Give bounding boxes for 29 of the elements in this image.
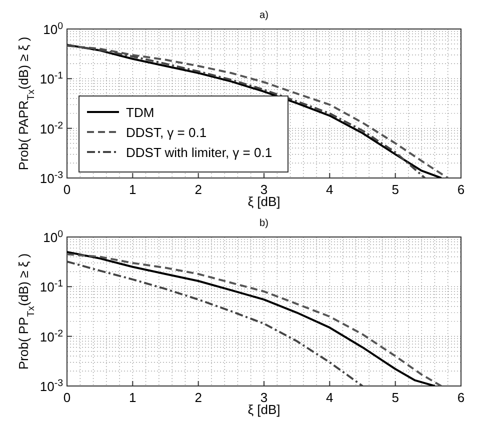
legend-label: DDST with limiter, γ = 0.1 xyxy=(126,145,272,160)
y-tick-label: 10$^{-1}$ xyxy=(40,70,63,87)
x-tick-label: 2 xyxy=(194,390,202,405)
x-tick-label: 4 xyxy=(326,390,334,405)
y-tick-label: 10$^{0}$ xyxy=(43,20,64,37)
legend-label: TDM xyxy=(126,105,154,120)
x-tick-label: 6 xyxy=(457,182,465,197)
x-tick-label: 3 xyxy=(260,182,268,197)
y-tick-label: 10$^{-2}$ xyxy=(40,120,63,136)
y-tick-label: 10$^{-3}$ xyxy=(40,378,63,394)
legend-label: DDST, γ = 0.1 xyxy=(126,125,207,140)
y-tick-label: 10$^{-1}$ xyxy=(40,278,63,295)
x-axis-title: ξ [dB] xyxy=(248,194,280,209)
x-tick-label: 1 xyxy=(129,182,136,197)
x-tick-label: 3 xyxy=(260,390,268,405)
x-tick-label: 1 xyxy=(129,390,136,405)
chart-title: b) xyxy=(260,218,268,229)
x-tick-label: 5 xyxy=(392,390,399,405)
x-tick-label: 0 xyxy=(63,390,71,405)
y-tick-label: 10$^{-2}$ xyxy=(40,328,63,344)
x-tick-label: 0 xyxy=(63,182,71,197)
x-tick-label: 2 xyxy=(194,182,202,197)
chart-title: a) xyxy=(260,10,268,21)
x-tick-label: 5 xyxy=(392,182,399,197)
y-tick-label: 10$^{-3}$ xyxy=(40,170,63,186)
x-tick-label: 4 xyxy=(326,182,334,197)
x-axis-title: ξ [dB] xyxy=(248,402,280,417)
x-tick-label: 6 xyxy=(457,390,465,405)
y-tick-label: 10$^{0}$ xyxy=(43,228,64,245)
